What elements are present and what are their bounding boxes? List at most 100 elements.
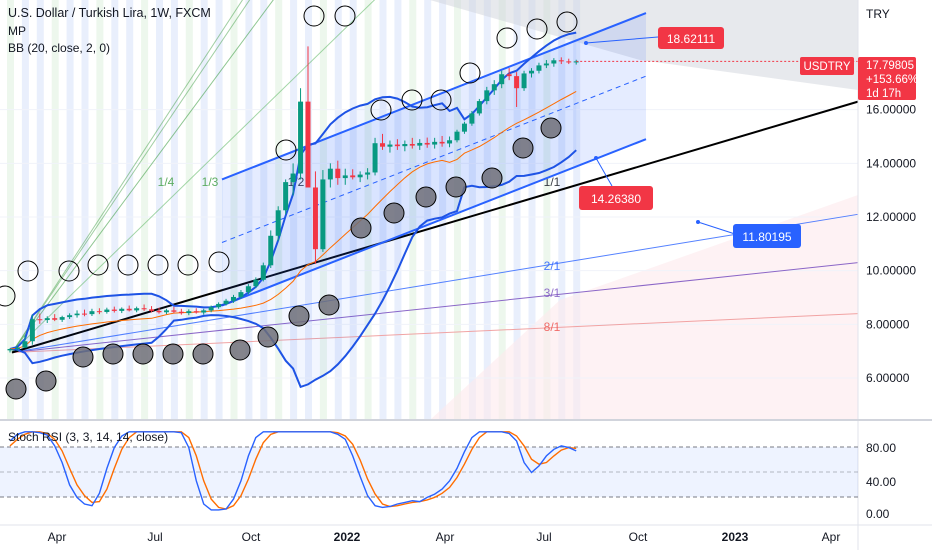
candle xyxy=(260,262,266,282)
candle-body xyxy=(387,144,393,147)
candle xyxy=(543,60,549,69)
time-tick: Apr xyxy=(48,530,67,544)
bg-stripe xyxy=(424,0,432,420)
candle xyxy=(238,289,244,299)
rsi-title[interactable]: Stoch RSI (3, 3, 14, 14, close) xyxy=(8,430,169,444)
time-tick: Oct xyxy=(629,530,648,544)
candle-body xyxy=(52,318,58,320)
fan-line xyxy=(11,0,274,353)
bg-stripe xyxy=(81,0,89,420)
bg-stripe xyxy=(96,0,104,420)
callout-upper[interactable]: 18.62111 xyxy=(658,27,724,49)
candle xyxy=(283,179,289,215)
candle-body xyxy=(476,101,482,114)
candle-body xyxy=(506,74,512,77)
candle xyxy=(290,163,296,196)
channel-upper xyxy=(221,12,647,181)
fan-label: 1/3 xyxy=(202,175,219,189)
svg-text:11.80195: 11.80195 xyxy=(742,230,791,244)
candle xyxy=(506,68,512,81)
candle-body xyxy=(469,113,475,124)
candle xyxy=(298,88,304,180)
fan-label: 2/1 xyxy=(544,259,561,273)
candle xyxy=(439,135,445,147)
candle-body xyxy=(290,173,296,183)
bg-stripe xyxy=(111,0,119,420)
candle xyxy=(22,335,28,348)
price-tick: 12.00000 xyxy=(866,210,916,224)
price-badge: USDTRY 17.79805 +153.66% 1d 17h xyxy=(800,57,918,100)
candle-body xyxy=(171,310,177,312)
svg-text:18.62111: 18.62111 xyxy=(667,32,716,46)
pivot-circle-filled xyxy=(162,343,184,365)
candle xyxy=(14,345,20,351)
candle xyxy=(484,86,490,105)
pivot-circle-open xyxy=(117,254,139,276)
pivot-circle-open xyxy=(0,285,16,307)
candle xyxy=(320,170,326,252)
candle-body xyxy=(439,141,445,144)
bg-stripe xyxy=(498,0,506,420)
price-badge-symbol: USDTRY xyxy=(803,61,850,73)
candle-body xyxy=(543,63,549,66)
candle-body xyxy=(558,60,564,62)
fan-label: 1/4 xyxy=(158,175,175,189)
candle xyxy=(141,304,147,311)
candle xyxy=(454,129,460,143)
bg-stripe xyxy=(66,0,74,420)
svg-text:14.26380: 14.26380 xyxy=(591,192,641,206)
candle xyxy=(558,57,564,65)
pivot-circle-open xyxy=(303,5,325,27)
candle-body xyxy=(156,310,162,313)
pivot-circle-filled xyxy=(350,217,372,239)
pivot-circle-open xyxy=(147,254,169,276)
candle-body xyxy=(163,310,169,313)
candle xyxy=(536,62,542,74)
pivot-circle-filled xyxy=(415,186,437,208)
candle-body xyxy=(74,313,80,316)
price-tick: 8.00000 xyxy=(866,317,910,331)
fan-line xyxy=(11,262,859,354)
callout-mid[interactable]: 11.80195 xyxy=(733,224,801,248)
pivot-circle-open xyxy=(87,254,109,276)
candle-body xyxy=(126,308,132,311)
bg-stripe xyxy=(170,0,178,420)
candle xyxy=(7,348,13,353)
candle xyxy=(499,70,505,89)
bg-stripe xyxy=(290,0,298,420)
stoch-rsi-k-line xyxy=(9,431,577,511)
bg-stripe xyxy=(245,0,253,420)
callout-lower[interactable]: 14.26380 xyxy=(579,186,653,210)
pivot-circle-open xyxy=(58,260,80,282)
candle-body xyxy=(551,60,557,64)
bg-stripe xyxy=(409,0,417,420)
candle-body xyxy=(454,131,460,141)
candle-body xyxy=(223,300,229,304)
pivot-circle-filled xyxy=(72,346,94,368)
bg-stripe xyxy=(156,0,163,420)
candle-body xyxy=(260,265,266,280)
indicator-mp-label[interactable]: MP xyxy=(8,24,26,38)
candle-body xyxy=(59,317,65,320)
time-ticks[interactable]: Apr Jul Oct 2022 Apr Jul Oct 2023 Apr xyxy=(48,530,841,544)
bg-stripe xyxy=(7,0,14,420)
candle-body xyxy=(14,347,20,350)
candle-body xyxy=(268,235,274,266)
candle xyxy=(186,309,192,316)
channel-mid xyxy=(221,75,647,243)
fan-label: 3/1 xyxy=(544,286,561,300)
chart-title[interactable]: U.S. Dollar / Turkish Lira, 1W, FXCM xyxy=(8,6,211,20)
candle-body xyxy=(208,307,214,311)
candle-body xyxy=(216,303,222,308)
bb-fill xyxy=(10,32,577,387)
candle-body xyxy=(521,73,527,89)
indicator-bb-label[interactable]: BB (20, close, 2, 0) xyxy=(8,41,111,55)
fan-labels: 1/4 1/3 1/2 1/12/13/18/1 xyxy=(158,175,561,334)
bg-stripe xyxy=(215,0,223,420)
pivot-circle-open xyxy=(334,5,356,27)
pivot-circle-filled xyxy=(229,339,251,361)
candle xyxy=(342,168,348,185)
candle xyxy=(551,58,557,67)
candle-body xyxy=(7,349,13,351)
